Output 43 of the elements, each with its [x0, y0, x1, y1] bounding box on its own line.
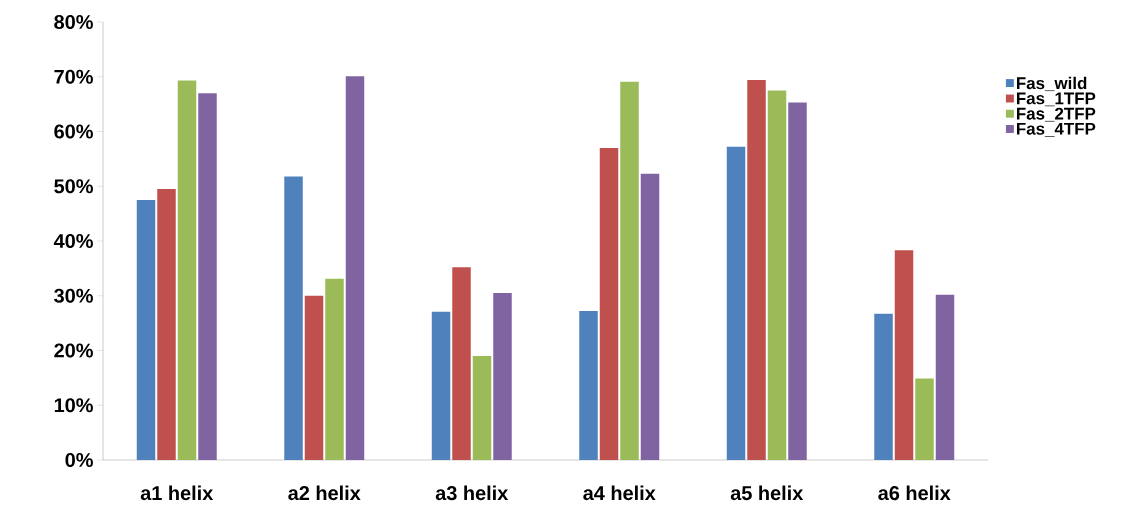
bar: [157, 188, 176, 460]
bar: [620, 81, 639, 460]
bar: [747, 80, 766, 460]
x-tick-label: a1 helix: [140, 485, 214, 501]
y-tick-label: 60%: [54, 124, 93, 139]
bar: [284, 176, 303, 460]
bar: [452, 267, 471, 460]
bar: [345, 76, 365, 460]
y-tick-label: 0%: [65, 452, 93, 468]
bar: [493, 293, 512, 460]
x-tick-label: a3 helix: [435, 485, 509, 501]
bar: [935, 294, 955, 460]
y-tick-label: 10%: [54, 398, 93, 413]
legend-label: Fas_1TFP: [1016, 92, 1096, 107]
bar: [579, 311, 598, 460]
legend-label: Fas_wild: [1016, 76, 1087, 92]
bar: [472, 355, 492, 460]
y-tick-label: 70%: [54, 69, 93, 84]
y-tick-label: 40%: [53, 233, 93, 249]
bar: [767, 90, 787, 460]
bar: [431, 311, 451, 460]
y-tick-label: 50%: [54, 179, 93, 194]
bar: [198, 93, 217, 460]
x-tick-label: a5 helix: [730, 485, 804, 501]
bar: [894, 250, 914, 460]
legend-label: Fas_4TFP: [1016, 122, 1096, 137]
bar: [788, 102, 807, 460]
y-tick-label: 30%: [54, 288, 93, 303]
bar: [136, 199, 156, 460]
y-tick-label: 20%: [54, 343, 93, 358]
bar: [726, 146, 746, 460]
bar: [304, 295, 324, 460]
bar: [325, 278, 344, 460]
x-tick-label: a6 helix: [878, 485, 951, 501]
bar: [177, 80, 197, 460]
bar: [640, 173, 660, 460]
x-tick-label: a2 helix: [288, 485, 361, 501]
y-tick-label: 80%: [54, 14, 93, 30]
bar: [599, 147, 619, 460]
bar: [915, 378, 934, 460]
x-tick-label: a4 helix: [583, 485, 656, 501]
legend-label: Fas_2TFP: [1016, 107, 1096, 122]
bar: [874, 313, 893, 460]
